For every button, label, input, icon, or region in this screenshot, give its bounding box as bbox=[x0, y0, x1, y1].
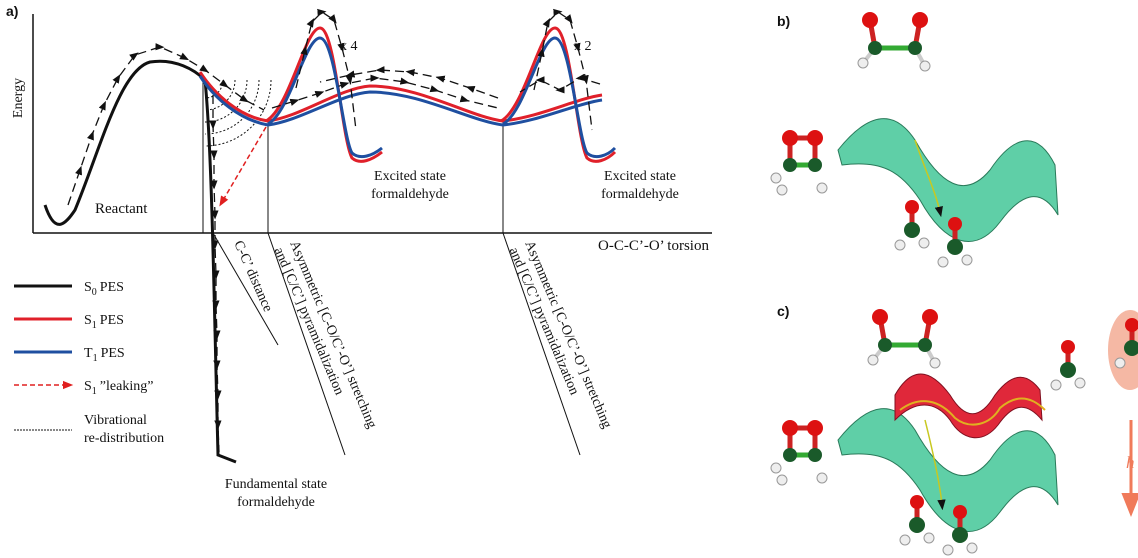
y-axis-label: Energy bbox=[11, 78, 26, 118]
s1-curve bbox=[200, 28, 615, 161]
photon-label: h bbox=[1126, 453, 1135, 472]
legend-label: S1”leaking” bbox=[84, 379, 153, 397]
surface bbox=[838, 409, 1058, 532]
panel-label: c) bbox=[777, 303, 789, 319]
molecule bbox=[858, 12, 930, 71]
panel-label: b) bbox=[777, 13, 790, 29]
cc-distance-label: C-C’ distance bbox=[230, 239, 275, 315]
s0-curve bbox=[45, 61, 236, 462]
molecule bbox=[771, 130, 827, 195]
scale-label: x 4 bbox=[340, 39, 358, 54]
surface bbox=[838, 119, 1058, 242]
surface-excited bbox=[895, 374, 1042, 438]
molecule bbox=[868, 309, 940, 368]
t1-curve bbox=[200, 38, 615, 157]
x-axis-label: O-C-C’-O’ torsion bbox=[598, 238, 709, 254]
asym-label: Asymmetric [C-O/C’-O’] stretchingand [C/… bbox=[506, 239, 614, 438]
asym-label: Asymmetric [C-O/C’-O’] stretchingand [C/… bbox=[271, 239, 379, 438]
reactant-label: Reactant bbox=[95, 201, 148, 217]
molecule bbox=[1051, 340, 1085, 390]
figure: a) Energy O-C-C’-O’ torsion bbox=[0, 0, 1138, 558]
scale-label: x 2 bbox=[574, 39, 592, 54]
molecule bbox=[771, 420, 827, 485]
panel-label: a) bbox=[6, 3, 18, 19]
leaking-arrow bbox=[222, 127, 266, 202]
